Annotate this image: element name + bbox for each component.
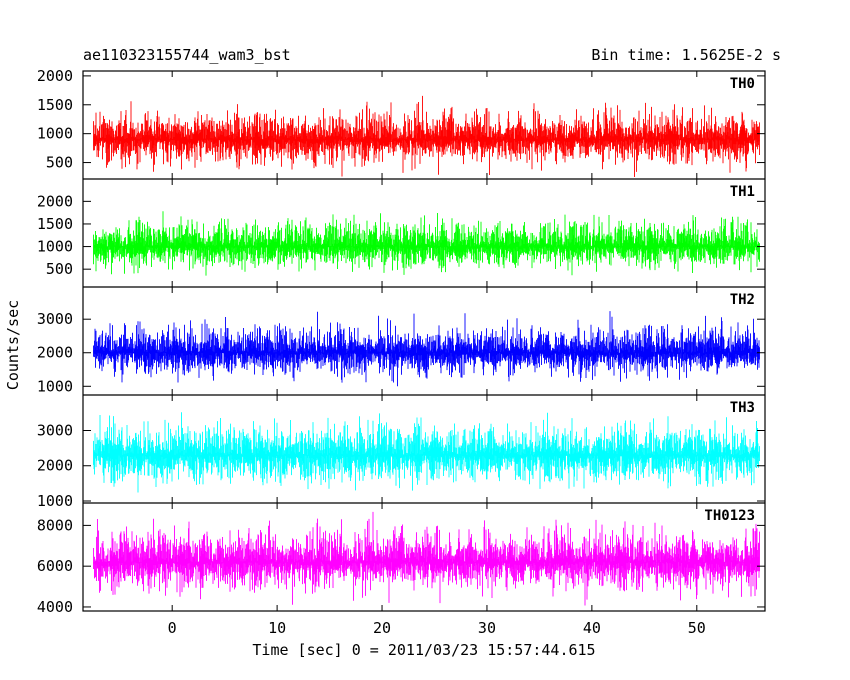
panel-label-th2: TH2 xyxy=(730,292,755,308)
x-tick-label: 10 xyxy=(268,619,286,637)
y-tick-label-th1: 1500 xyxy=(37,215,73,233)
panel-label-th0: TH0 xyxy=(730,76,755,92)
panel-th1: 500 1000 1500 2000 TH1 xyxy=(37,178,765,287)
y-tick-label-th0: 1000 xyxy=(37,125,73,143)
y-tick-label-th1: 2000 xyxy=(37,192,73,210)
series-th1 xyxy=(93,211,760,276)
panel-th0123: 4000 6000 8000 TH0123 xyxy=(37,502,765,616)
series-th3 xyxy=(93,412,760,493)
y-tick-label-th0: 500 xyxy=(46,154,73,172)
y-tick-label-th0123: 6000 xyxy=(37,557,73,575)
panel-label-th1: TH1 xyxy=(730,184,755,200)
y-tick-label-th2: 1000 xyxy=(37,377,73,395)
y-tick-label-th2: 3000 xyxy=(37,310,73,328)
bin-time-label: Bin time: 1.5625E-2 s xyxy=(591,46,781,64)
panel-th3: 1000 2000 3000 TH3 xyxy=(37,394,765,510)
panel-label-th0123: TH0123 xyxy=(704,508,755,524)
y-tick-label-th0: 2000 xyxy=(37,67,73,85)
y-tick-label-th0: 1500 xyxy=(37,96,73,114)
plot-title: ae110323155744_wam3_bst xyxy=(83,46,291,64)
y-tick-label-th2: 2000 xyxy=(37,344,73,362)
panel-th2: 1000 2000 3000 TH2 xyxy=(37,286,765,395)
panel-th0: 500 1000 1500 2000 TH0 xyxy=(37,67,765,179)
x-tick-label: 50 xyxy=(688,619,706,637)
x-axis-label: Time [sec] 0 = 2011/03/23 15:57:44.615 xyxy=(252,641,595,659)
y-tick-label-th3: 2000 xyxy=(37,457,73,475)
x-tick-label: 0 xyxy=(168,619,177,637)
y-tick-label-th3: 3000 xyxy=(37,421,73,439)
x-tick-label: 30 xyxy=(478,619,496,637)
x-tick-label: 40 xyxy=(583,619,601,637)
plot-frame xyxy=(82,70,766,612)
series-th0 xyxy=(93,95,760,177)
panel-label-th3: TH3 xyxy=(730,400,755,416)
y-tick-label-th3: 1000 xyxy=(37,492,73,510)
x-tick-label: 20 xyxy=(373,619,391,637)
series-th0123 xyxy=(93,511,760,606)
y-tick-label-th1: 1000 xyxy=(37,238,73,256)
series-th2 xyxy=(93,311,760,387)
y-axis-label: Counts/sec xyxy=(4,300,22,390)
y-tick-label-th0123: 4000 xyxy=(37,598,73,616)
y-tick-label-th1: 500 xyxy=(46,260,73,278)
y-tick-label-th0123: 8000 xyxy=(37,516,73,534)
